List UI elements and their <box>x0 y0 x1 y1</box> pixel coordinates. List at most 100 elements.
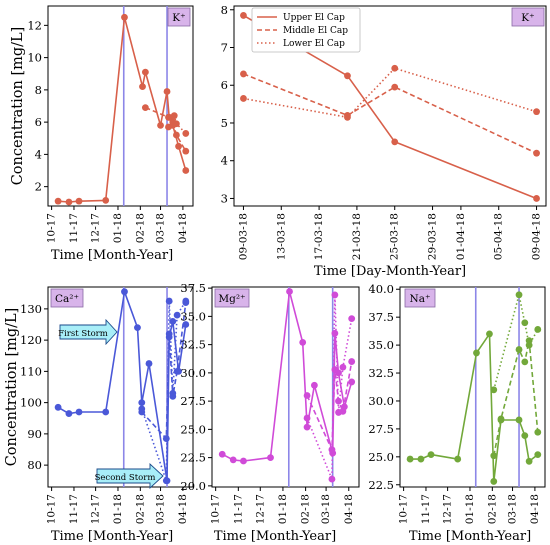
x-tick-label: 02-18 <box>134 494 146 524</box>
plot-area: 22.5 25.0 27.5 30.0 32.5 35.0 37.5 40.0 10-17 11-… <box>368 282 542 524</box>
data-point <box>173 311 181 319</box>
data-point <box>165 113 172 121</box>
data-point <box>157 121 164 129</box>
data-point <box>534 451 542 458</box>
x-tick-label: 12-17 <box>254 494 266 524</box>
data-point <box>335 409 342 416</box>
series-line-dotted <box>141 300 187 482</box>
data-point <box>521 432 529 440</box>
legend-entry: Middle El Cap <box>283 26 348 36</box>
y-tick-label: 7 <box>221 41 228 55</box>
series-line-dashed <box>306 361 353 451</box>
series-line-dotted <box>306 294 353 480</box>
data-point <box>331 329 339 337</box>
data-point <box>328 446 336 454</box>
data-point <box>139 83 146 91</box>
y-tick-label: 30.0 <box>180 366 206 380</box>
plot-area: 2 4 6 8 10 12 10-17 11-17 12-17 01-18 02-18 03-18 04… <box>27 6 190 243</box>
data-point <box>521 319 529 327</box>
data-point <box>303 392 311 399</box>
y-tick-label: 2 <box>35 180 42 194</box>
y-tick-label: 3 <box>221 191 228 205</box>
data-point <box>240 457 247 465</box>
data-point <box>406 455 414 463</box>
x-axis-label: Time [Month-Year] <box>51 529 173 544</box>
y-tick-label: 10 <box>27 51 42 65</box>
y-tick-label: 80 <box>27 458 42 472</box>
x-tick-label: 03-18 <box>155 213 167 243</box>
data-point <box>417 455 425 463</box>
x-tick-label: 10-17 <box>398 494 410 524</box>
series-line-dashed <box>145 106 187 152</box>
data-point <box>486 330 493 338</box>
x-tick-label: 01-18 <box>112 213 124 243</box>
data-point <box>138 405 146 413</box>
x-tick-label: 03-18 <box>320 494 332 524</box>
data-point <box>65 198 73 206</box>
y-tick-label: 40.0 <box>368 282 394 296</box>
data-point <box>75 197 83 205</box>
x-axis-label: Time [Day-Month-Year] <box>314 264 466 279</box>
data-point <box>102 408 110 416</box>
data-point <box>473 349 480 357</box>
x-tick-label: 03-18 <box>507 494 519 524</box>
plot-frame <box>211 286 360 488</box>
series-line-dashed <box>493 339 539 456</box>
data-point <box>286 288 293 295</box>
y-tick-label: 22.5 <box>180 451 206 465</box>
ion-label: K⁺ <box>521 12 534 24</box>
data-point <box>515 346 523 353</box>
data-point <box>490 478 498 485</box>
x-tick-label: 21-03-18 <box>351 213 363 260</box>
panel-mg: 20.0 22.5 25.0 27.5 30.0 32.5 35.0 37.5 10-17 11-… <box>180 281 360 544</box>
y-tick-label: 25.0 <box>180 422 206 436</box>
legend-entry: Lower El Cap <box>283 39 345 49</box>
plot-frame <box>233 5 547 207</box>
y-tick-label: 27.5 <box>180 394 206 408</box>
data-point <box>182 130 190 137</box>
legend-frame <box>251 7 361 53</box>
y-tick-label: 37.5 <box>368 310 394 324</box>
x-tick-label: 01-18 <box>277 494 289 524</box>
series-line-dashed <box>243 73 537 154</box>
data-point <box>165 330 173 338</box>
y-tick-label: 12 <box>27 18 42 32</box>
plot-frame <box>399 286 546 488</box>
y-tick-label: 32.5 <box>368 366 394 380</box>
ion-label: K⁺ <box>172 12 185 24</box>
x-tick-label: 02-18 <box>486 494 498 524</box>
data-point <box>163 88 171 95</box>
y-tick-label: 4 <box>35 147 42 161</box>
data-point <box>533 149 540 157</box>
data-point <box>240 95 247 102</box>
x-tick-label: 02-18 <box>134 213 146 243</box>
x-tick-label: 04-18 <box>177 494 189 524</box>
data-point <box>534 326 542 333</box>
ion-label-box <box>404 288 436 308</box>
x-tick-label: 11-17 <box>232 494 244 524</box>
data-point <box>54 197 62 205</box>
y-tick-label: 90 <box>27 427 42 441</box>
y-tick-label: 130 <box>20 302 42 316</box>
data-point <box>525 341 533 349</box>
data-point <box>454 455 462 463</box>
x-tick-label: 05-04-18 <box>493 213 505 260</box>
data-point <box>102 196 110 204</box>
data-point <box>240 12 247 19</box>
data-point <box>182 147 190 155</box>
data-point <box>339 363 347 371</box>
ion-label-box <box>214 288 250 308</box>
data-point <box>348 315 356 323</box>
y-tick-label: 6 <box>35 115 42 129</box>
x-tick-label: 04-18 <box>177 213 189 243</box>
y-tick-label: 22.5 <box>368 478 394 492</box>
data-point <box>391 83 399 91</box>
y-tick-label: 8 <box>221 3 228 17</box>
data-point <box>490 452 498 460</box>
data-point <box>218 450 226 458</box>
data-point <box>182 297 190 305</box>
data-point <box>138 399 146 407</box>
data-point <box>170 112 178 120</box>
y-tick-label: 32.5 <box>180 338 206 352</box>
